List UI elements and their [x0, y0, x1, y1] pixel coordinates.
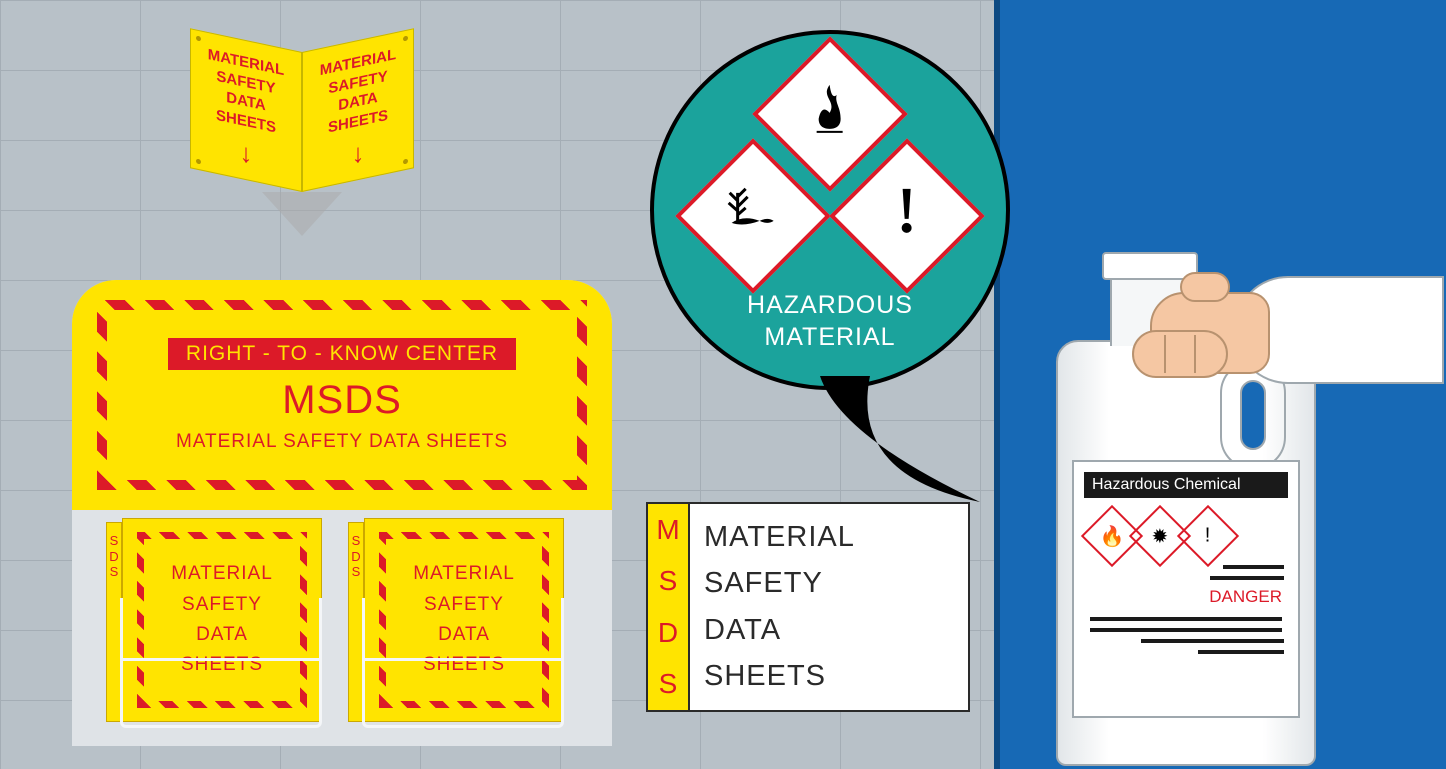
bottle-label: Hazardous Chemical 🔥 ✹ ! DANGER [1072, 460, 1300, 718]
binder-text: MATERIAL [413, 563, 515, 584]
hazard-callout: HAZARDOUS MATERIAL [650, 30, 1010, 390]
label-title: Hazardous Chemical [1084, 472, 1288, 498]
callout-line: HAZARDOUS [747, 291, 913, 319]
legend-word: SAFETY [704, 567, 954, 600]
vsign-right-panel: MATERIAL SAFETY DATA SHEETS ↓ [302, 28, 414, 192]
legend-word: SHEETS [704, 660, 954, 693]
center-title: MSDS [282, 378, 402, 423]
ghs-pictograms [700, 67, 960, 277]
msds-legend: M S D S MATERIAL SAFETY DATA SHEETS [646, 502, 970, 712]
center-subtitle: MATERIAL SAFETY DATA SHEETS [176, 431, 508, 453]
v-sign: MATERIAL SAFETY DATA SHEETS ↓ MATERIAL S… [190, 52, 414, 242]
legend-letter: S [659, 565, 678, 597]
label-line [1090, 617, 1282, 621]
down-arrow-icon: ↓ [197, 127, 295, 182]
exclamation-icon [878, 180, 936, 251]
legend-letter: D [658, 617, 678, 649]
callout-tail [810, 376, 990, 506]
binder-text: MATERIAL [171, 563, 273, 584]
vsign-left-panel: MATERIAL SAFETY DATA SHEETS ↓ [190, 28, 302, 192]
bottle-area: Hazardous Chemical 🔥 ✹ ! DANGER [1036, 200, 1416, 766]
mini-exclamation-icon: ! [1177, 505, 1239, 567]
vsign-shadow [262, 192, 342, 236]
wire-rack [362, 598, 564, 728]
legend-letter: M [656, 514, 679, 546]
binder-right: S D S MATERIAL SAFETY DATA SHEETS [348, 514, 578, 734]
spine-text: S D S [351, 533, 360, 579]
legend-acronym: M S D S [648, 504, 690, 710]
bolt-icon [403, 35, 408, 41]
legend-word: DATA [704, 614, 954, 647]
bolt-icon [403, 158, 408, 164]
hand-holding [1124, 242, 1444, 432]
binder-row: S D S MATERIAL SAFETY DATA SHEETS S D S [72, 510, 612, 734]
legend-body: MATERIAL SAFETY DATA SHEETS [690, 504, 968, 710]
wire-rack [120, 598, 322, 728]
info-center: RIGHT - TO - KNOW CENTER MSDS MATERIAL S… [72, 280, 612, 746]
fingers [1132, 330, 1228, 378]
callout-line: MATERIAL [764, 323, 895, 351]
label-line [1198, 650, 1284, 654]
label-line [1141, 639, 1284, 643]
spine-text: S D S [109, 533, 118, 579]
label-line [1090, 628, 1282, 632]
danger-text: DANGER [1084, 587, 1282, 607]
down-arrow-icon: ↓ [309, 127, 407, 182]
label-line [1223, 565, 1284, 569]
bolt-icon [196, 35, 201, 41]
center-header: RIGHT - TO - KNOW CENTER MSDS MATERIAL S… [72, 280, 612, 510]
legend-letter: S [659, 668, 678, 700]
label-pictograms: 🔥 ✹ ! [1090, 514, 1288, 558]
center-band: RIGHT - TO - KNOW CENTER [168, 338, 516, 370]
label-line [1210, 576, 1283, 580]
hazard-frame: RIGHT - TO - KNOW CENTER MSDS MATERIAL S… [97, 300, 587, 490]
binder-left: S D S MATERIAL SAFETY DATA SHEETS [106, 514, 336, 734]
callout-text: HAZARDOUS MATERIAL [747, 289, 913, 354]
legend-word: MATERIAL [704, 521, 954, 554]
bolt-icon [196, 158, 201, 164]
dead-tree-fish-icon [724, 180, 782, 251]
thumb [1180, 272, 1230, 302]
flame-icon [801, 78, 859, 149]
vsign-text: SHEETS [216, 106, 276, 136]
